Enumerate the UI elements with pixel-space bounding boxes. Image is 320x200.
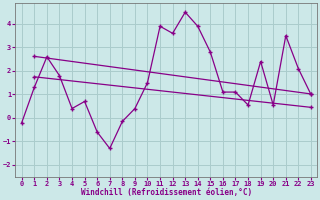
X-axis label: Windchill (Refroidissement éolien,°C): Windchill (Refroidissement éolien,°C) (81, 188, 252, 197)
